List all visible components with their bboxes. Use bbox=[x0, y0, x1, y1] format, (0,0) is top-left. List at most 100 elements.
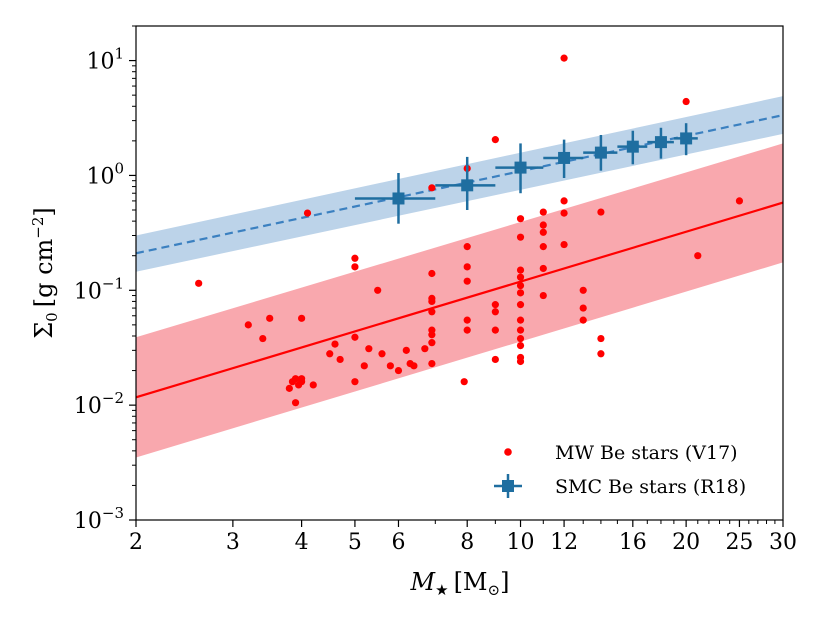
mw-data-point bbox=[516, 301, 525, 309]
mw-data-point bbox=[303, 209, 312, 217]
legend-label-mw: MW Be stars (V17) bbox=[555, 442, 738, 464]
x-tick-label: 12 bbox=[550, 530, 578, 555]
plot-frame bbox=[135, 25, 784, 521]
mw-data-point bbox=[331, 340, 339, 348]
mw-data-point bbox=[351, 333, 359, 341]
mw-data-point bbox=[463, 263, 471, 271]
mw-data-point bbox=[326, 350, 334, 358]
mw-data-point bbox=[597, 334, 605, 343]
mw-data-point bbox=[244, 321, 252, 329]
mw-data-point bbox=[402, 346, 410, 354]
mw-data-point bbox=[597, 350, 605, 358]
smc-marker bbox=[461, 179, 474, 192]
mw-data-point bbox=[410, 362, 418, 370]
mw-data-point bbox=[560, 240, 568, 249]
mw-data-point bbox=[421, 345, 429, 353]
mw-data-point bbox=[516, 281, 525, 290]
mw-data-point bbox=[463, 243, 471, 251]
mw-data-point bbox=[394, 366, 403, 375]
mw-data-point bbox=[579, 286, 587, 294]
plot-area bbox=[136, 54, 783, 458]
smc-data-point bbox=[543, 139, 584, 178]
y-axis: 10−3 10−2 10−1 100 101 bbox=[74, 25, 136, 534]
legend-marker-smc bbox=[494, 474, 522, 498]
mw-data-point bbox=[682, 97, 690, 106]
x-tick-label: 8 bbox=[460, 530, 474, 555]
legend-marker-mw bbox=[504, 448, 512, 456]
mw-data-point bbox=[291, 375, 300, 383]
x-tick-label: 10 bbox=[507, 530, 535, 555]
mw-data-point bbox=[539, 228, 547, 236]
mw-data-point bbox=[195, 279, 203, 287]
mw-data-point bbox=[298, 314, 306, 322]
mw-data-point bbox=[259, 334, 267, 343]
mw-points bbox=[195, 54, 744, 407]
mw-data-point bbox=[285, 384, 293, 392]
y-tick-label: 10−2 bbox=[74, 389, 124, 419]
mw-data-point bbox=[516, 233, 525, 241]
mw-data-point bbox=[428, 297, 436, 306]
x-tick-label: 2 bbox=[129, 530, 143, 555]
x-axis: 2 3 4 5 6 8 10 12 16 20 25 30 bbox=[129, 520, 797, 555]
smc-data-point bbox=[647, 127, 674, 159]
x-tick-label: 4 bbox=[295, 530, 309, 555]
smc-marker bbox=[626, 140, 639, 153]
mw-data-point bbox=[539, 243, 547, 251]
mw-data-point bbox=[516, 215, 525, 223]
mw-data-point bbox=[351, 378, 359, 386]
smc-marker bbox=[654, 136, 667, 149]
mw-data-point bbox=[539, 221, 547, 229]
mw-data-point bbox=[579, 304, 587, 312]
legend-label-smc: SMC Be stars (R18) bbox=[555, 476, 746, 498]
mw-data-point bbox=[516, 341, 525, 350]
mw-data-point bbox=[491, 308, 499, 316]
mw-data-point bbox=[291, 399, 300, 407]
mw-data-point bbox=[351, 263, 359, 271]
mw-data-point bbox=[491, 301, 499, 309]
mw-data-point bbox=[428, 359, 436, 368]
mw-data-point bbox=[694, 252, 702, 260]
mw-data-point bbox=[360, 362, 368, 370]
legend: MW Be stars (V17) SMC Be stars (R18) bbox=[494, 442, 746, 498]
mw-data-point bbox=[579, 316, 587, 324]
mw-data-point bbox=[516, 266, 525, 274]
mw-data-point bbox=[336, 355, 344, 364]
mw-data-point bbox=[516, 357, 525, 366]
mw-data-point bbox=[539, 264, 547, 273]
mw-data-point bbox=[428, 269, 436, 278]
x-axis-title: M★ [M⊙] bbox=[410, 568, 510, 599]
smc-marker bbox=[558, 151, 571, 164]
smc-data-point bbox=[673, 123, 698, 156]
mw-data-point bbox=[560, 54, 568, 62]
y-tick-label: 10−3 bbox=[74, 504, 124, 534]
mw-data-point bbox=[374, 286, 382, 294]
y-tick-label: 101 bbox=[86, 45, 124, 75]
smc-marker bbox=[392, 192, 405, 205]
mw-data-point bbox=[428, 331, 436, 339]
smc-data-point bbox=[583, 134, 618, 171]
smc-data-point bbox=[495, 143, 544, 194]
mw-data-point bbox=[560, 197, 568, 205]
mw-data-point bbox=[539, 291, 547, 300]
mw-data-point bbox=[298, 375, 306, 383]
mw-data-point bbox=[460, 378, 468, 386]
mw-data-point bbox=[516, 334, 525, 343]
y-axis-title: Σ0[g cm−2] bbox=[29, 207, 61, 339]
smc-data-point bbox=[435, 156, 496, 211]
x-tick-label: 30 bbox=[769, 530, 797, 555]
mw-data-point bbox=[539, 208, 547, 216]
mw-data-point bbox=[428, 339, 436, 347]
mw-data-point bbox=[463, 326, 471, 334]
x-tick-label: 3 bbox=[226, 530, 240, 555]
mw-data-point bbox=[516, 289, 525, 297]
mw-fit-line bbox=[136, 201, 783, 399]
mw-data-point bbox=[365, 345, 373, 353]
x-tick-label: 5 bbox=[348, 530, 362, 555]
smc-points bbox=[354, 123, 698, 224]
mw-data-point bbox=[491, 355, 499, 364]
y-tick-label: 100 bbox=[86, 159, 124, 189]
mw-data-point bbox=[491, 136, 499, 144]
x-tick-label: 25 bbox=[725, 530, 753, 555]
mw-data-point bbox=[378, 350, 386, 358]
